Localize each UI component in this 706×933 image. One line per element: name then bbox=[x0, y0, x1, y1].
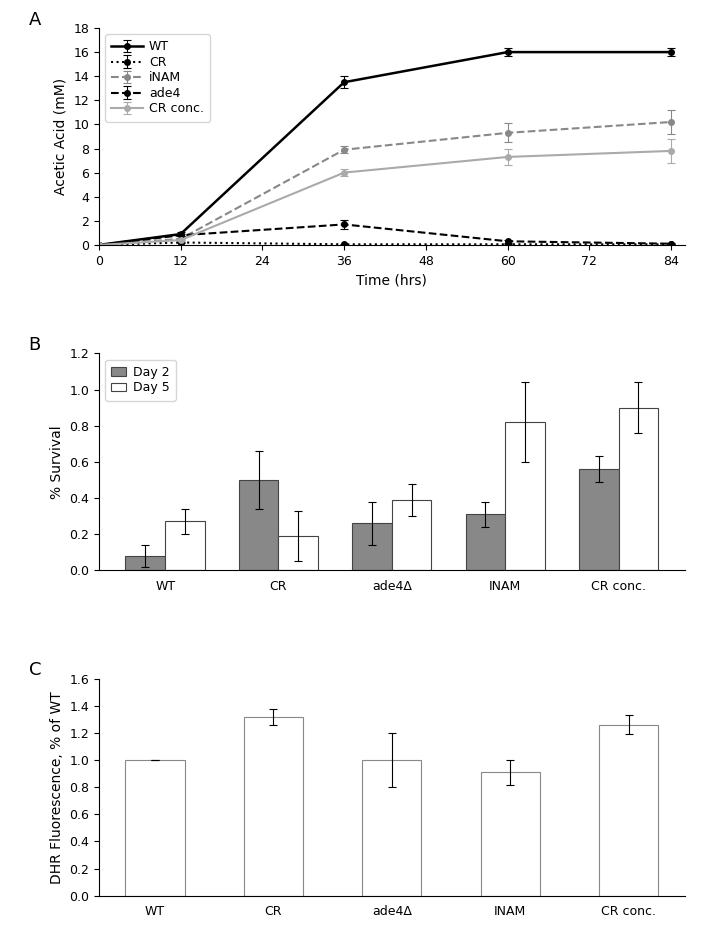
Bar bbox=[481, 773, 540, 896]
Y-axis label: % Survival: % Survival bbox=[49, 425, 64, 498]
Bar bbox=[244, 717, 303, 896]
Y-axis label: Acetic Acid (mM): Acetic Acid (mM) bbox=[54, 77, 68, 195]
Bar bbox=[126, 556, 165, 570]
Bar bbox=[352, 523, 392, 570]
Bar bbox=[579, 469, 618, 570]
Text: A: A bbox=[28, 10, 41, 29]
Text: B: B bbox=[28, 336, 41, 354]
Bar bbox=[165, 522, 205, 570]
Bar bbox=[362, 760, 421, 896]
Legend: Day 2, Day 5: Day 2, Day 5 bbox=[105, 359, 176, 400]
X-axis label: Time (hrs): Time (hrs) bbox=[357, 273, 427, 287]
Y-axis label: DHR Fluorescence, % of WT: DHR Fluorescence, % of WT bbox=[49, 690, 64, 884]
Bar bbox=[618, 408, 658, 570]
Bar bbox=[239, 480, 278, 570]
Text: C: C bbox=[28, 661, 41, 679]
Bar bbox=[278, 536, 318, 570]
Bar bbox=[599, 725, 658, 896]
Bar bbox=[126, 760, 185, 896]
Bar bbox=[465, 514, 505, 570]
Legend: WT, CR, iNAM, ade4, CR conc.: WT, CR, iNAM, ade4, CR conc. bbox=[105, 35, 210, 121]
Bar bbox=[505, 422, 545, 570]
Bar bbox=[392, 500, 431, 570]
